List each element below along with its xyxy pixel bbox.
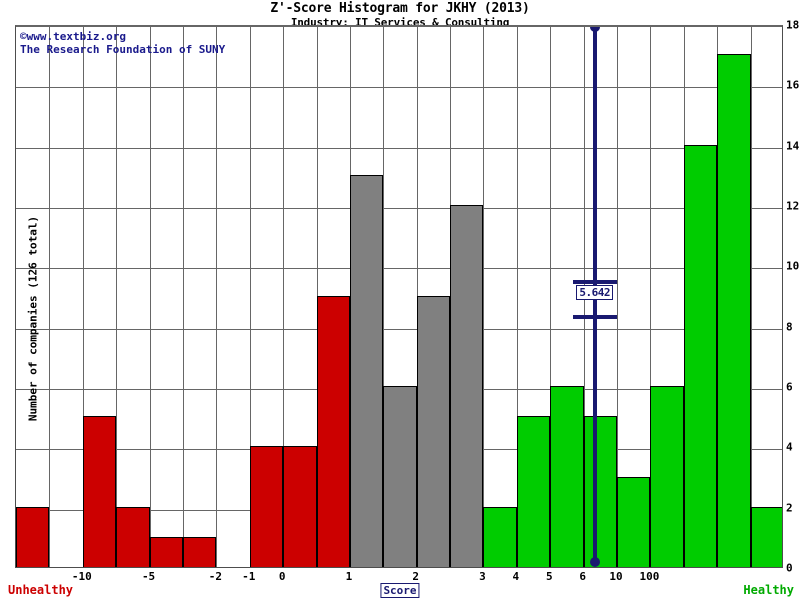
histogram-bar [349,174,384,567]
plot-clip: 5.642 [16,27,782,567]
gridline-horizontal [16,147,782,149]
histogram-bar [717,54,751,567]
gridline-vertical [650,27,652,567]
y-tick-label: 6 [786,380,793,394]
x-tick-label: 5 [545,570,553,583]
histogram-bar [650,386,684,567]
y-tick-label: 8 [786,320,793,334]
gridline-horizontal [16,268,782,270]
x-tick-label: 4 [512,570,520,583]
histogram-bar [750,506,782,567]
x-tick-label: 3 [479,570,486,583]
histogram-bar [82,416,117,567]
histogram-bar [249,446,284,567]
plot-area: 5.642 ©www.textbiz.org The Research Found… [15,25,783,568]
gridline-vertical [82,27,84,567]
histogram-bar [516,416,551,567]
y-tick-label: 4 [786,440,793,454]
x-tick-label: -2 [208,570,222,583]
y-tick-label: 2 [786,501,793,515]
histogram-bar [450,205,484,567]
x-tick-label: -1 [242,570,256,583]
marker-bracket-bottom [573,315,618,320]
histogram-bar [316,295,350,567]
histogram-bar [683,144,718,567]
watermark-line-2: The Research Foundation of SUNY [20,43,226,56]
histogram-bar [617,476,651,567]
gridline-horizontal [16,87,782,89]
x-tick-label: -10 [71,570,92,583]
x-tick-label: -5 [141,570,156,583]
y-tick-label: 0 [786,561,793,575]
histogram-bar [149,536,183,567]
marker-value-label: 5.642 [576,284,613,300]
healthy-label: Healthy [743,583,794,597]
gridline-vertical [182,27,184,567]
gridline-vertical [617,27,619,567]
gridline-vertical [550,27,552,567]
y-tick-label: 18 [786,18,800,32]
y-axis-title: Number of companies (126 total) [26,215,40,422]
y-tick-label: 12 [786,199,800,213]
gridline-vertical [49,27,51,567]
score-axis-label: Score [380,583,420,598]
gridline-vertical [383,27,385,567]
histogram-bar [182,536,217,567]
y-tick-label: 16 [786,78,800,92]
watermark-line-1: ©www.textbiz.org [20,30,126,43]
histogram-bar [483,506,517,567]
gridline-vertical [249,27,251,567]
histogram-bar [283,446,317,567]
gridline-vertical [483,27,485,567]
gridline-vertical [149,27,151,567]
x-tick-label: 0 [278,570,286,583]
y-tick-label: 14 [786,139,800,153]
watermark: ©www.textbiz.org The Research Foundation … [20,30,225,56]
gridline-horizontal [16,208,782,209]
gridline-vertical [216,27,218,567]
x-tick-label: 100 [639,570,660,583]
histogram-bar [416,295,451,567]
gridline-horizontal [16,328,782,330]
y-tick-label: 10 [786,259,800,273]
gridline-vertical [516,27,518,567]
histogram-bar [16,506,50,567]
histogram-bar [383,386,417,567]
gridline-vertical [750,27,752,567]
gridline-vertical [283,27,285,567]
x-tick-label: 6 [579,570,586,583]
x-tick-label: 10 [609,570,623,583]
page-title: Z'-Score Histogram for JKHY (2013) [270,1,530,16]
x-tick-label: 1 [345,570,353,583]
histogram-bar [550,386,584,567]
gridline-vertical [116,27,118,567]
marker-dot-top [590,27,601,32]
marker-dot-bottom [590,557,601,567]
unhealthy-label: Unhealthy [8,583,74,597]
x-tick-label: 2 [412,570,419,583]
marker-bracket-top [573,280,618,285]
histogram-bar [583,416,618,567]
histogram-bar [116,506,150,567]
